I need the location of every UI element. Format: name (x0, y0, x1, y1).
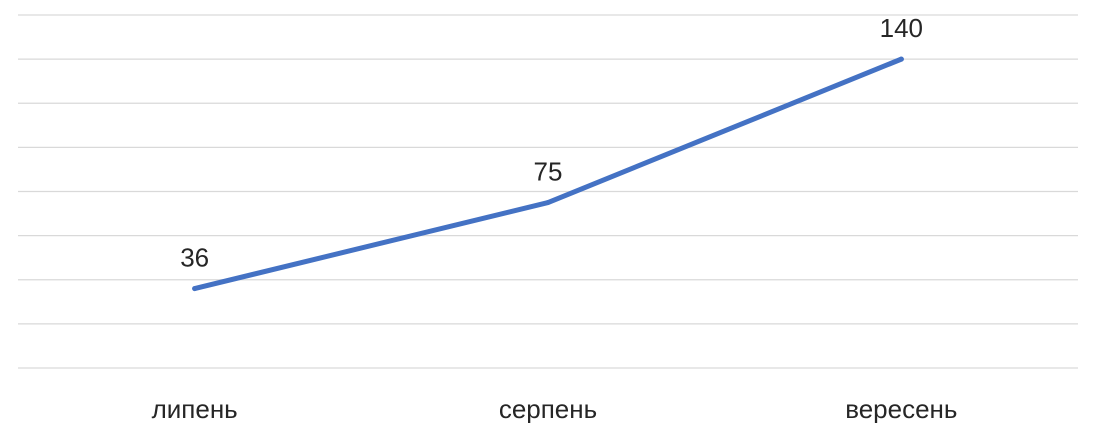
data-label: 75 (534, 157, 563, 187)
data-point (192, 286, 198, 292)
x-tick-label: вересень (845, 394, 957, 423)
x-tick-label: липень (152, 394, 238, 423)
x-axis-tick-labels: липень серпень вересень (152, 394, 958, 423)
series-layer (192, 56, 904, 292)
gridlines (18, 14, 1078, 369)
data-labels: 36 75 140 (180, 13, 923, 272)
x-tick-label: серпень (499, 394, 597, 423)
data-point (545, 200, 551, 206)
data-label: 140 (880, 13, 923, 43)
data-label: 36 (180, 243, 209, 273)
data-point (898, 56, 904, 62)
